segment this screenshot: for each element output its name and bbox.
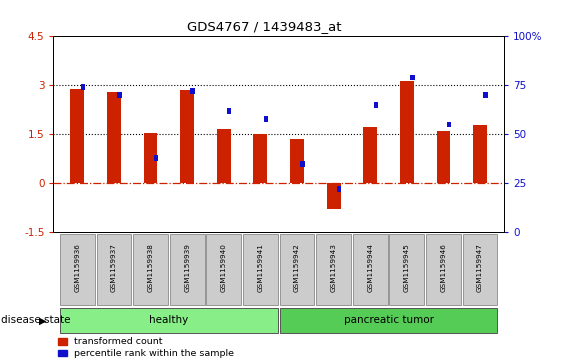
Bar xyxy=(154,155,158,161)
Text: pancreatic tumor: pancreatic tumor xyxy=(343,315,434,325)
Bar xyxy=(484,92,488,98)
Bar xyxy=(300,161,305,167)
Text: disease state: disease state xyxy=(1,315,70,325)
Bar xyxy=(180,90,194,183)
Bar xyxy=(81,84,85,90)
FancyBboxPatch shape xyxy=(60,308,278,333)
Bar xyxy=(373,102,378,108)
Bar xyxy=(290,139,304,183)
Text: GSM1159947: GSM1159947 xyxy=(477,244,483,293)
Text: GSM1159941: GSM1159941 xyxy=(257,244,263,293)
Text: GSM1159937: GSM1159937 xyxy=(111,244,117,293)
FancyBboxPatch shape xyxy=(243,234,278,305)
Bar xyxy=(117,92,122,98)
FancyBboxPatch shape xyxy=(426,234,461,305)
Text: GSM1159943: GSM1159943 xyxy=(330,244,337,293)
Bar xyxy=(473,125,487,183)
Bar xyxy=(363,127,377,183)
Text: ▶: ▶ xyxy=(39,315,46,325)
Text: GSM1159945: GSM1159945 xyxy=(404,244,410,293)
Legend: transformed count, percentile rank within the sample: transformed count, percentile rank withi… xyxy=(58,338,234,358)
Bar xyxy=(190,88,195,94)
Bar xyxy=(263,116,268,122)
Text: GSM1159939: GSM1159939 xyxy=(184,244,190,293)
FancyBboxPatch shape xyxy=(353,234,387,305)
FancyBboxPatch shape xyxy=(390,234,425,305)
Bar xyxy=(327,183,341,209)
Bar xyxy=(227,108,231,114)
Text: GSM1159944: GSM1159944 xyxy=(367,244,373,293)
Text: GSM1159936: GSM1159936 xyxy=(74,244,81,293)
Bar xyxy=(217,130,231,183)
Bar xyxy=(337,186,341,192)
FancyBboxPatch shape xyxy=(280,308,498,333)
FancyBboxPatch shape xyxy=(463,234,498,305)
Bar xyxy=(107,92,121,183)
Text: GSM1159938: GSM1159938 xyxy=(148,244,154,293)
Bar xyxy=(253,134,267,183)
Bar xyxy=(400,81,414,183)
Text: healthy: healthy xyxy=(149,315,189,325)
Bar xyxy=(144,133,158,183)
Bar xyxy=(70,89,84,183)
Text: GSM1159940: GSM1159940 xyxy=(221,244,227,293)
Text: GSM1159942: GSM1159942 xyxy=(294,244,300,293)
Text: GDS4767 / 1439483_at: GDS4767 / 1439483_at xyxy=(187,20,342,33)
Text: GSM1159946: GSM1159946 xyxy=(440,244,446,293)
FancyBboxPatch shape xyxy=(133,234,168,305)
FancyBboxPatch shape xyxy=(60,234,95,305)
Bar xyxy=(410,74,414,80)
FancyBboxPatch shape xyxy=(207,234,241,305)
FancyBboxPatch shape xyxy=(170,234,204,305)
FancyBboxPatch shape xyxy=(280,234,314,305)
FancyBboxPatch shape xyxy=(316,234,351,305)
FancyBboxPatch shape xyxy=(96,234,131,305)
Bar xyxy=(447,122,451,127)
Bar xyxy=(436,131,450,183)
